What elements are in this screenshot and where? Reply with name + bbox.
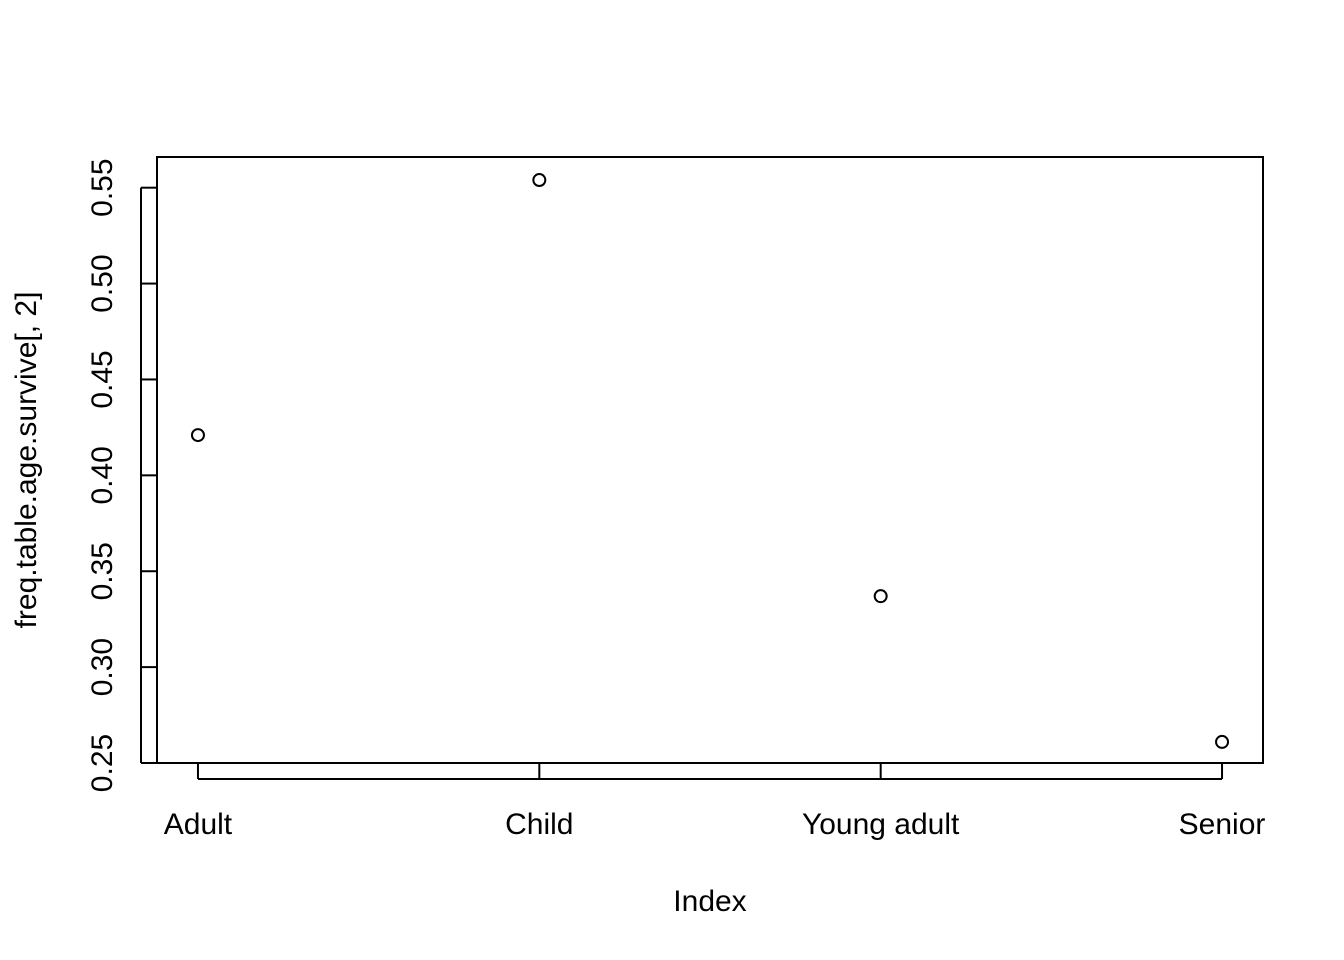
x-axis-title: Index <box>673 885 746 918</box>
x-axis: Adult Child Young adult Senior <box>164 764 1266 841</box>
y-tick-label: 0.45 <box>86 350 119 408</box>
x-tick-label: Young adult <box>802 808 960 841</box>
x-tick-label: Adult <box>164 808 233 841</box>
y-axis-title: freq.table.age.survive[, 2] <box>10 292 43 629</box>
data-point <box>532 173 547 188</box>
y-tick-label: 0.40 <box>86 446 119 504</box>
plot-frame <box>156 156 1264 764</box>
data-points <box>190 173 1230 749</box>
data-point <box>190 428 205 443</box>
data-point <box>1215 734 1230 749</box>
x-tick-label: Child <box>505 808 573 841</box>
data-point <box>873 589 888 604</box>
y-axis: 0.25 0.30 0.35 0.40 0.45 0.50 0.55 <box>86 158 156 792</box>
y-tick-label: 0.25 <box>86 734 119 792</box>
y-tick-label: 0.30 <box>86 638 119 696</box>
y-tick-label: 0.55 <box>86 158 119 216</box>
y-tick-label: 0.50 <box>86 254 119 312</box>
y-tick-label: 0.35 <box>86 542 119 600</box>
x-tick-label: Senior <box>1179 808 1266 841</box>
